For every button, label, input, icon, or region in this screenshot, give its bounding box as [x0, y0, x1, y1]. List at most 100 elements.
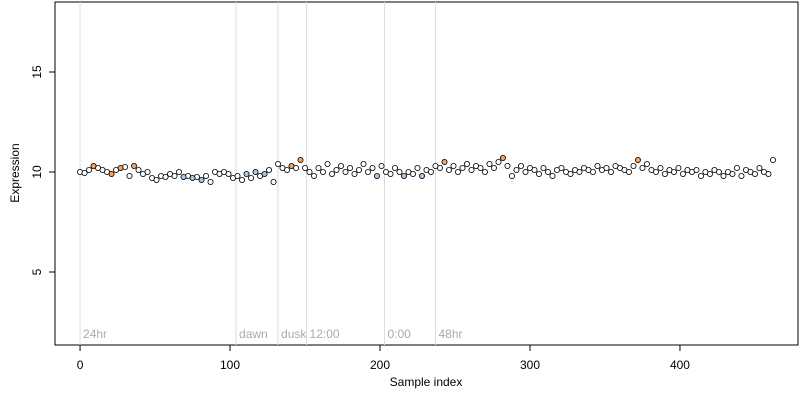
point: [490, 164, 497, 171]
point: [499, 154, 506, 161]
point: [522, 168, 529, 175]
point: [558, 164, 565, 171]
point: [463, 160, 470, 167]
point: [652, 168, 659, 175]
point: [266, 166, 273, 173]
point: [504, 162, 511, 169]
point: [275, 160, 282, 167]
point: [643, 160, 650, 167]
x-tick-label: 400: [670, 358, 690, 372]
point: [450, 162, 457, 169]
point: [153, 176, 160, 183]
point: [733, 164, 740, 171]
point: [248, 174, 255, 181]
point: [756, 164, 763, 171]
point: [108, 170, 115, 177]
point: [342, 168, 349, 175]
point: [117, 164, 124, 171]
point: [589, 168, 596, 175]
point: [351, 170, 358, 177]
point: [207, 178, 214, 185]
y-tick-label: 10: [30, 165, 44, 179]
point: [697, 172, 704, 179]
point: [634, 156, 641, 163]
point: [657, 164, 664, 171]
point: [630, 162, 637, 169]
point: [90, 162, 97, 169]
point: [567, 170, 574, 177]
point: [135, 166, 142, 173]
point: [639, 164, 646, 171]
point: [715, 168, 722, 175]
point: [661, 170, 668, 177]
point: [347, 164, 354, 171]
point: [751, 170, 758, 177]
point: [387, 170, 394, 177]
point: [454, 168, 461, 175]
point: [198, 176, 205, 183]
y-tick-label: 15: [30, 65, 44, 79]
point: [297, 156, 304, 163]
event-label: dusk: [281, 327, 307, 341]
point: [495, 158, 502, 165]
point: [396, 168, 403, 175]
point: [369, 164, 376, 171]
point: [365, 168, 372, 175]
point: [356, 166, 363, 173]
event-label: 24hr: [83, 327, 107, 341]
point: [203, 172, 210, 179]
point: [234, 172, 241, 179]
point: [311, 172, 318, 179]
point: [225, 170, 232, 177]
point: [410, 170, 417, 177]
point: [477, 164, 484, 171]
point: [288, 162, 295, 169]
point: [576, 168, 583, 175]
point: [729, 170, 736, 177]
point: [481, 168, 488, 175]
point: [252, 168, 259, 175]
point: [544, 168, 551, 175]
point: [374, 172, 381, 179]
point: [419, 172, 426, 179]
point: [144, 168, 151, 175]
point: [306, 168, 313, 175]
point: [270, 178, 277, 185]
point: [338, 162, 345, 169]
point: [765, 170, 772, 177]
point: [549, 172, 556, 179]
event-label: 48hr: [438, 327, 462, 341]
y-axis-label: Expression: [8, 143, 22, 202]
point: [603, 164, 610, 171]
point: [679, 170, 686, 177]
point: [171, 172, 178, 179]
x-tick-label: 0: [77, 358, 84, 372]
x-axis-label: Sample index: [390, 375, 463, 389]
point: [445, 166, 452, 173]
point: [693, 166, 700, 173]
point: [720, 172, 727, 179]
point: [180, 173, 187, 180]
point: [324, 160, 331, 167]
point: [531, 166, 538, 173]
x-tick-label: 200: [370, 358, 390, 372]
point: [513, 166, 520, 173]
point: [176, 168, 183, 175]
point: [508, 172, 515, 179]
point: [261, 170, 268, 177]
point: [329, 170, 336, 177]
point: [243, 170, 250, 177]
point: [315, 164, 322, 171]
point: [436, 164, 443, 171]
point: [540, 164, 547, 171]
point: [607, 168, 614, 175]
x-tick-label: 100: [220, 358, 240, 372]
point: [81, 169, 88, 176]
point: [670, 168, 677, 175]
event-label: dawn: [239, 327, 268, 341]
point: [86, 166, 93, 173]
point: [162, 173, 169, 180]
point: [239, 176, 246, 183]
